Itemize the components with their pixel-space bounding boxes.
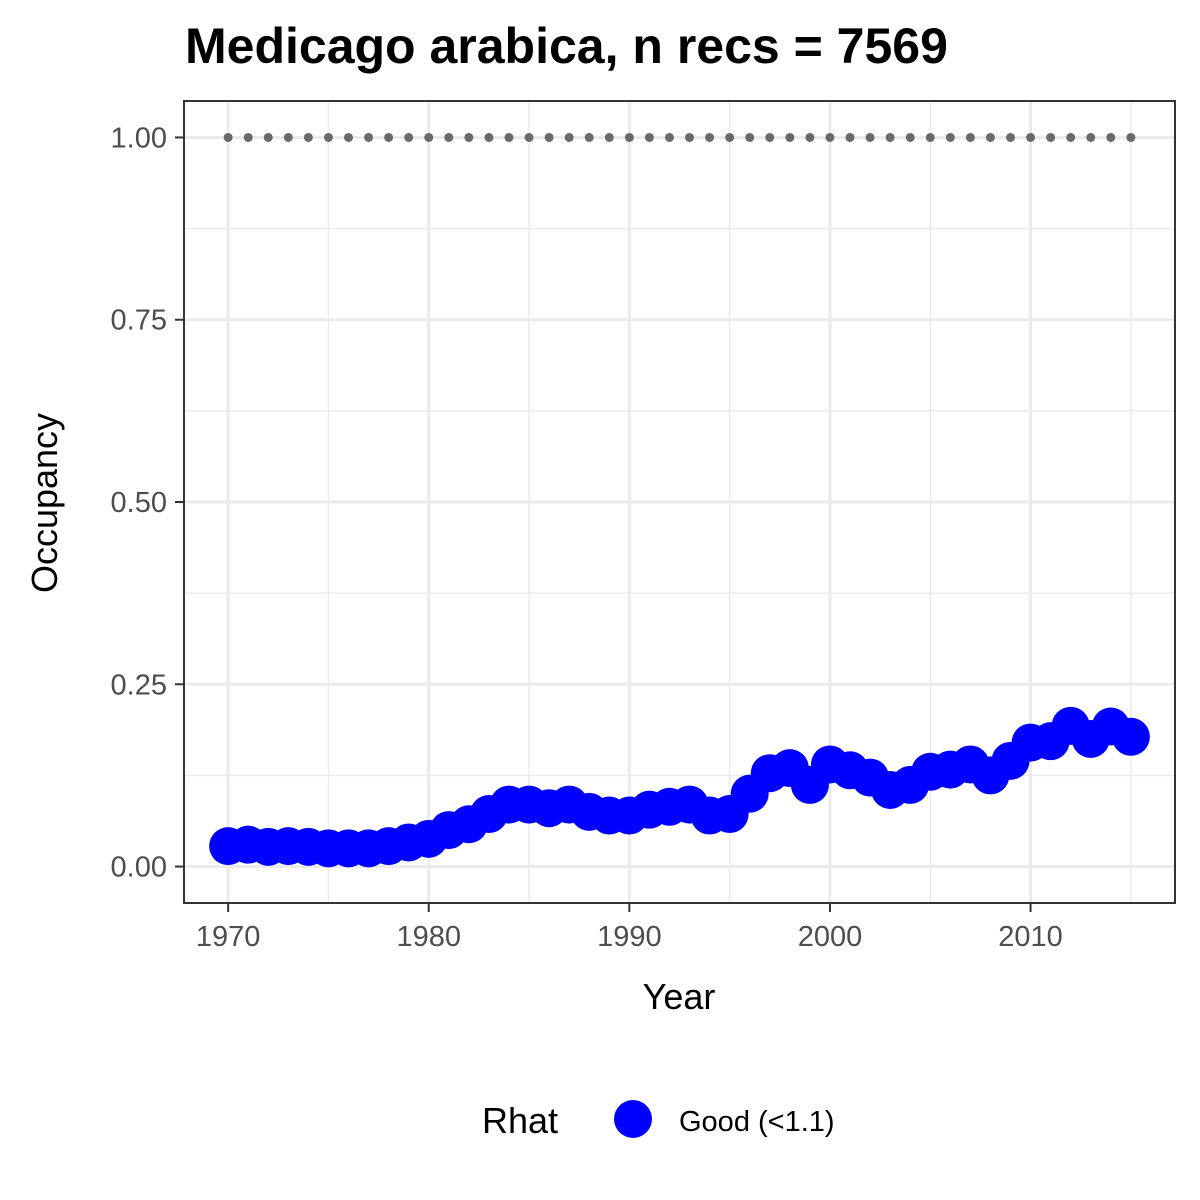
reference-point: [243, 132, 253, 142]
reference-point: [223, 132, 233, 142]
y-tick-label: 0.75: [111, 305, 167, 337]
reference-point: [1006, 132, 1016, 142]
occupancy-points: [209, 706, 1150, 868]
reference-point: [464, 132, 474, 142]
chart-title: Medicago arabica, n recs = 7569: [185, 18, 948, 74]
reference-point: [404, 132, 414, 142]
reference-point: [484, 132, 494, 142]
reference-point: [985, 132, 995, 142]
reference-point: [303, 132, 313, 142]
x-tick-label: 2000: [798, 921, 863, 953]
x-tick-label: 2010: [998, 921, 1063, 953]
reference-point: [343, 132, 353, 142]
reference-point: [624, 132, 634, 142]
reference-point: [865, 132, 875, 142]
reference-point: [564, 132, 574, 142]
legend: Rhat Good (<1.1): [482, 1100, 835, 1141]
reference-point: [1106, 132, 1116, 142]
reference-point: [905, 132, 915, 142]
reference-point: [725, 132, 735, 142]
reference-point: [945, 132, 955, 142]
reference-point: [1026, 132, 1036, 142]
occupancy-point: [1111, 717, 1150, 756]
y-axis-label: Occupancy: [24, 413, 65, 593]
reference-point: [544, 132, 554, 142]
grid-lines: [184, 101, 1175, 903]
legend-label-good: Good (<1.1): [679, 1106, 835, 1138]
y-tick-label: 0.50: [111, 487, 167, 519]
reference-point: [745, 132, 755, 142]
reference-point: [785, 132, 795, 142]
reference-point: [925, 132, 935, 142]
reference-point: [584, 132, 594, 142]
legend-title: Rhat: [482, 1100, 558, 1141]
x-tick-label: 1980: [396, 921, 461, 953]
x-tick-label: 1970: [196, 921, 261, 953]
y-axis: 0.00 0.25 0.50 0.75 1.00: [111, 122, 184, 884]
reference-point: [825, 132, 835, 142]
reference-point: [1046, 132, 1056, 142]
reference-point: [644, 132, 654, 142]
reference-point: [1126, 132, 1136, 142]
reference-point: [424, 132, 434, 142]
reference-point: [685, 132, 695, 142]
reference-point: [323, 132, 333, 142]
reference-points: [223, 132, 1136, 142]
reference-point: [283, 132, 293, 142]
y-tick-label: 1.00: [111, 122, 167, 154]
reference-point: [444, 132, 454, 142]
y-tick-label: 0.00: [111, 852, 167, 884]
x-axis-label: Year: [643, 976, 716, 1017]
reference-point: [765, 132, 775, 142]
reference-point: [845, 132, 855, 142]
reference-point: [1066, 132, 1076, 142]
x-axis: 1970 1980 1990 2000 2010: [196, 903, 1063, 953]
reference-point: [504, 132, 514, 142]
reference-point: [805, 132, 815, 142]
reference-point: [965, 132, 975, 142]
reference-point: [705, 132, 715, 142]
legend-key-good: [614, 1100, 652, 1138]
reference-point: [364, 132, 374, 142]
reference-point: [664, 132, 674, 142]
reference-point: [263, 132, 273, 142]
x-tick-label: 1990: [597, 921, 662, 953]
reference-point: [604, 132, 614, 142]
y-tick-label: 0.25: [111, 669, 167, 701]
reference-point: [384, 132, 394, 142]
reference-point: [524, 132, 534, 142]
reference-point: [885, 132, 895, 142]
reference-point: [1086, 132, 1096, 142]
